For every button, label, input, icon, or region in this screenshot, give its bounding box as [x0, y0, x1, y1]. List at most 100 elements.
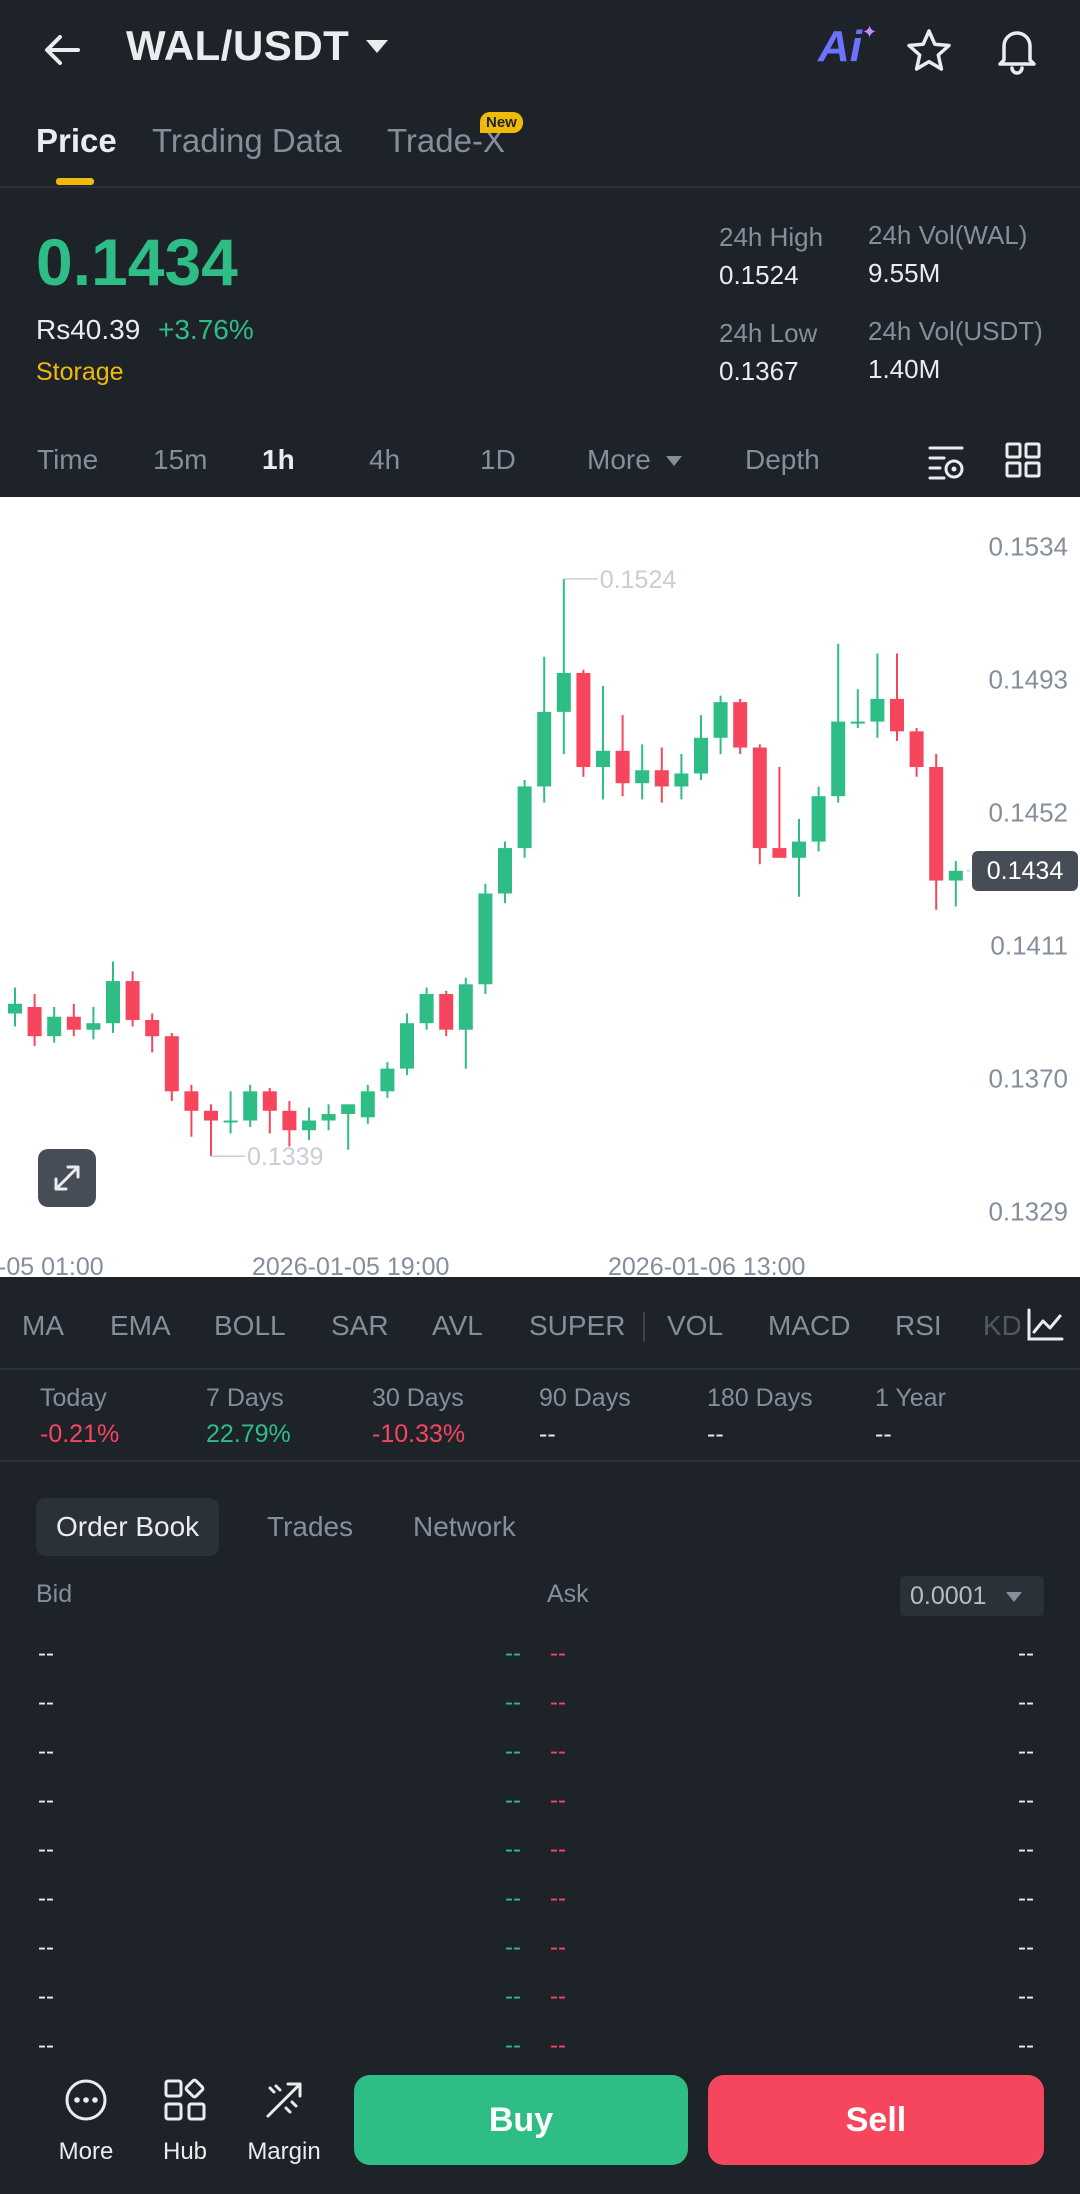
candle-body	[204, 1110, 218, 1121]
price-chart[interactable]: 0.1534 0.1493 0.1452 0.1411 0.1370 0.1329 -05 …	[0, 497, 1080, 1277]
candle-body	[478, 893, 493, 985]
perf-label: 90 Days	[539, 1384, 631, 1412]
candle-body	[870, 698, 885, 722]
tab-trading-data[interactable]: Trading Data	[152, 122, 342, 159]
interval-1h[interactable]: 1h	[262, 444, 295, 475]
grid-layout-icon[interactable]	[1005, 442, 1041, 478]
candle-body	[752, 747, 767, 849]
margin-icon	[266, 2082, 302, 2118]
candle-body	[792, 841, 806, 858]
table-row[interactable]: -- -- -- --	[0, 1730, 1080, 1779]
chevron-down-icon[interactable]	[1006, 1592, 1022, 1602]
tab-price[interactable]: Price	[36, 122, 117, 159]
candle-body	[27, 1007, 42, 1037]
table-row[interactable]: -- -- -- --	[0, 1779, 1080, 1828]
performance-strip: Today -0.21% 7 Days 22.79% 30 Days -10.3…	[0, 1372, 1080, 1462]
bottom-action-bar: More Hub Margin Buy Sell	[0, 2060, 1080, 2194]
ask-price: --	[550, 1885, 566, 1912]
table-row[interactable]: -- -- -- --	[0, 1828, 1080, 1877]
vol-quote-value: 1.40M	[868, 354, 941, 384]
bid-price: --	[505, 2032, 521, 2059]
fullscreen-button[interactable]	[38, 1149, 96, 1207]
y-tick-label: 0.1452	[988, 797, 1068, 827]
buy-button[interactable]: Buy	[354, 2075, 688, 2165]
interval-15m[interactable]: 15m	[153, 444, 208, 475]
perf-label: 1 Year	[875, 1384, 946, 1412]
bell-icon[interactable]	[992, 24, 1042, 76]
pair-selector[interactable]: WAL/USDT	[126, 22, 350, 69]
indicator-vol[interactable]: VOL	[667, 1310, 724, 1341]
candle-body	[635, 770, 650, 784]
candle-body	[772, 848, 787, 858]
tab-trades[interactable]: Trades	[267, 1511, 354, 1542]
interval-more[interactable]: More	[587, 444, 651, 475]
indicator-ema[interactable]: EMA	[110, 1310, 171, 1341]
bid-price: --	[505, 1640, 521, 1667]
candle-body	[164, 1036, 179, 1092]
bid-qty: --	[38, 1738, 54, 1765]
candle-body	[831, 721, 846, 797]
indicator-sar[interactable]: SAR	[331, 1310, 389, 1341]
high-label: 24h High	[719, 222, 824, 252]
candle-body	[419, 994, 434, 1024]
indicator-avl[interactable]: AVL	[432, 1310, 483, 1341]
candle-body	[537, 711, 552, 787]
candle-body	[850, 721, 865, 724]
low-marker-label: 0.1339	[247, 1143, 323, 1171]
candle-body	[498, 848, 512, 894]
ask-price: --	[550, 2032, 566, 2059]
y-tick-label: 0.1370	[988, 1063, 1068, 1093]
tab-order-book[interactable]: Order Book	[36, 1498, 220, 1556]
interval-4h[interactable]: 4h	[369, 444, 401, 475]
interval-1d[interactable]: 1D	[480, 444, 516, 475]
indicator-boll[interactable]: BOLL	[214, 1310, 286, 1341]
vol-base-label: 24h Vol(WAL)	[868, 220, 1028, 250]
bid-qty: --	[38, 1787, 54, 1814]
ask-price: --	[550, 1934, 566, 1961]
table-row[interactable]: -- -- -- --	[0, 1632, 1080, 1681]
indicator-chart-icon[interactable]	[1026, 1308, 1064, 1342]
category-tag[interactable]: Storage	[36, 358, 124, 386]
indicator-ma[interactable]: MA	[22, 1310, 64, 1341]
table-row[interactable]: -- -- -- --	[0, 1975, 1080, 2024]
back-arrow-icon[interactable]	[38, 26, 86, 74]
y-tick-label: 0.1493	[988, 664, 1068, 694]
indicator-super[interactable]: SUPER	[529, 1310, 626, 1341]
chevron-down-icon[interactable]	[366, 40, 388, 53]
indicator-macd[interactable]: MACD	[768, 1310, 851, 1341]
ask-qty: --	[1018, 1689, 1034, 1716]
table-row[interactable]: -- -- -- --	[0, 1926, 1080, 1975]
chart-settings-icon[interactable]	[926, 442, 966, 482]
active-tab-indicator	[56, 178, 94, 185]
table-row[interactable]: -- -- -- --	[0, 1877, 1080, 1926]
chevron-down-icon[interactable]	[666, 456, 682, 466]
x-tick-label: 2026-01-06 13:00	[608, 1253, 805, 1277]
candlestick-chart[interactable]: 0.1534 0.1493 0.1452 0.1411 0.1370 0.1329 -05 …	[0, 497, 1080, 1277]
table-row[interactable]: -- -- -- --	[0, 1681, 1080, 1730]
table-row[interactable]: -- -- -- --	[0, 2024, 1080, 2073]
ask-qty: --	[1018, 1787, 1034, 1814]
perf-value: --	[875, 1420, 892, 1448]
candle-body	[47, 1016, 62, 1037]
ai-assistant-icon[interactable]: Ai	[818, 22, 862, 71]
indicator-kd[interactable]: KD	[983, 1310, 1022, 1341]
tab-network[interactable]: Network	[413, 1511, 516, 1542]
sell-button[interactable]: Sell	[708, 2075, 1044, 2165]
candle-body	[713, 702, 728, 738]
ask-price: --	[550, 1983, 566, 2010]
candle-body	[909, 731, 924, 767]
candle-body	[615, 750, 630, 784]
price-step-select[interactable]: 0.0001	[900, 1576, 1044, 1616]
indicator-rsi[interactable]: RSI	[895, 1310, 942, 1341]
ask-qty: --	[1018, 1934, 1034, 1961]
vol-quote-label: 24h Vol(USDT)	[868, 316, 1043, 346]
depth-tab[interactable]: Depth	[745, 444, 820, 475]
ask-price: --	[550, 1836, 566, 1863]
candle-body	[929, 767, 944, 881]
candle-body	[556, 672, 571, 712]
bid-price: --	[505, 1836, 521, 1863]
star-icon[interactable]	[904, 26, 954, 76]
vol-base-value: 9.55M	[868, 258, 941, 288]
interval-time[interactable]: Time	[37, 444, 99, 475]
candle-body	[302, 1120, 316, 1131]
